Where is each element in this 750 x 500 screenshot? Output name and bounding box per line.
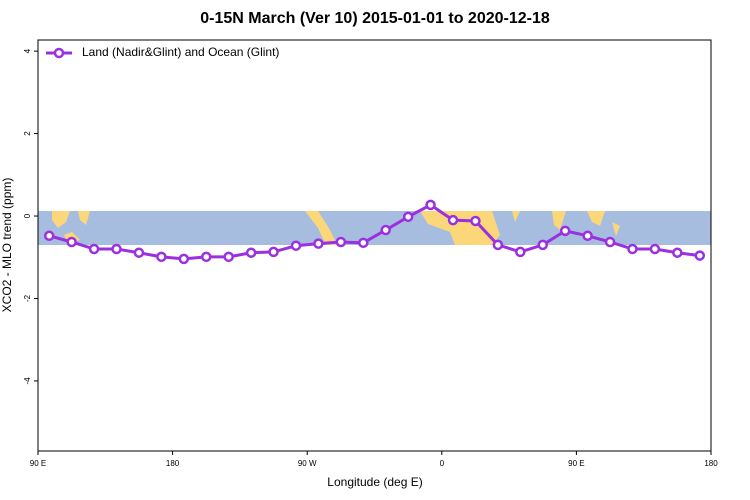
- legend-marker: [53, 47, 65, 59]
- x-tick-label: 180: [704, 459, 718, 468]
- data-point: [604, 236, 616, 248]
- data-point: [694, 250, 706, 261]
- data-point: [223, 251, 234, 263]
- data-point: [66, 236, 77, 248]
- data-point: [447, 214, 459, 226]
- data-point: [156, 251, 167, 263]
- data-point: [470, 215, 481, 227]
- data-point: [290, 240, 302, 251]
- data-point: [649, 243, 661, 255]
- data-point: [88, 243, 100, 255]
- y-tick-label: -4: [23, 377, 32, 385]
- data-point: [201, 251, 212, 263]
- data-point: [402, 211, 414, 223]
- data-point: [313, 238, 324, 249]
- chart-title: 0-15N March (Ver 10) 2015-01-01 to 2020-…: [200, 10, 550, 27]
- y-axis-label: XCO2 - MLO trend (ppm): [0, 178, 14, 313]
- x-tick-label: 90 E: [30, 459, 46, 468]
- data-point: [358, 237, 369, 249]
- data-point: [111, 243, 122, 255]
- data-point: [335, 236, 347, 248]
- y-tick-label: -2: [23, 294, 32, 302]
- data-point: [627, 243, 638, 255]
- data-point: [43, 230, 55, 242]
- data-point: [380, 224, 391, 236]
- y-tick-label: 4: [23, 48, 32, 53]
- data-point: [268, 246, 279, 258]
- data-point: [559, 225, 571, 237]
- data-point: [582, 230, 593, 242]
- data-point: [492, 239, 504, 251]
- data-point: [537, 239, 548, 251]
- y-tick-label: 2: [23, 131, 32, 136]
- x-axis-label: Longitude (deg E): [327, 475, 422, 489]
- plot-frame: [37, 39, 712, 452]
- data-point: [515, 246, 526, 258]
- legend-label: Land (Nadir&Glint) and Ocean (Glint): [82, 45, 279, 59]
- data-point: [245, 247, 257, 258]
- data-point: [178, 253, 190, 265]
- x-tick-label: 0: [440, 459, 445, 468]
- data-point: [133, 247, 145, 258]
- y-tick-label: 0: [23, 213, 32, 218]
- x-tick-label: 90 W: [298, 459, 317, 468]
- data-point: [425, 199, 436, 211]
- x-tick-label: 90 E: [568, 459, 584, 468]
- x-tick-label: 180: [166, 459, 180, 468]
- data-point: [672, 247, 683, 258]
